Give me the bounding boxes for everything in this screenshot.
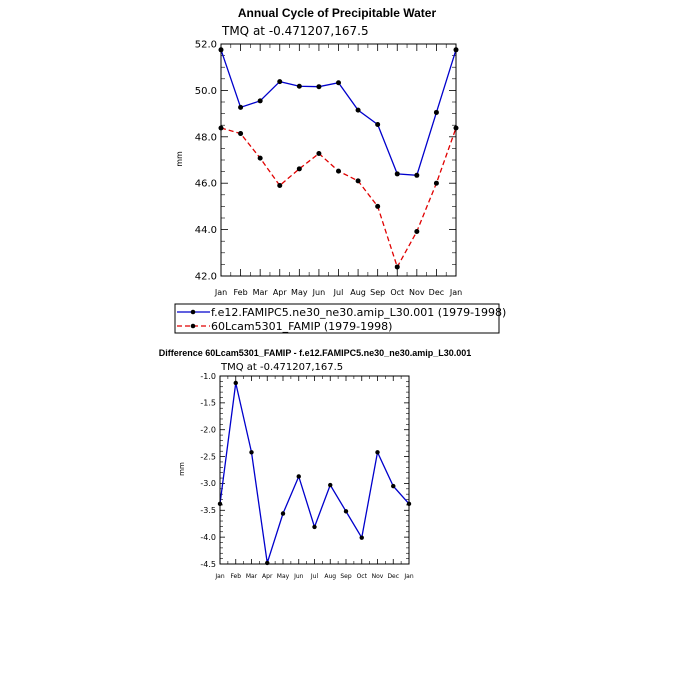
y-tick-label: 48.0 (195, 132, 217, 143)
data-point (238, 104, 244, 110)
y-tick-label: -2.5 (200, 452, 216, 461)
data-point (277, 183, 283, 189)
x-tick-label: May (277, 573, 290, 580)
chart2-title: Difference 60Lcam5301_FAMIP - f.e12.FAMI… (159, 348, 472, 358)
data-point (233, 380, 238, 386)
data-point (391, 483, 396, 489)
data-point (336, 80, 341, 86)
data-point (257, 98, 263, 104)
series-line-1 (219, 382, 410, 564)
x-tick-label: Dec (387, 573, 399, 580)
chart1-subtitle: TMQ at -0.471207,167.5 (221, 24, 369, 38)
x-tick-label: Sep (340, 573, 352, 580)
x-tick-label: Mar (246, 573, 258, 580)
chart2-subtitle: TMQ at -0.471207,167.5 (220, 362, 343, 373)
y-tick-label: -4.0 (200, 533, 216, 542)
x-tick-label: Sep (370, 288, 385, 297)
difference-chart: Difference 60Lcam5301_FAMIP - f.e12.FAMI… (159, 348, 472, 580)
chart2-x-axis: Jan Feb Mar Apr May Jun Jul Aug Sep Oct Nov Dec Jan (214, 376, 414, 580)
y-tick-label: -3.5 (200, 506, 216, 515)
y-tick-label: 44.0 (195, 225, 217, 236)
x-tick-label: Apr (273, 288, 288, 297)
data-point (433, 109, 439, 115)
data-point (296, 83, 302, 89)
x-tick-label: Jul (310, 573, 319, 580)
x-tick-label: Jan (449, 288, 462, 297)
data-point (343, 509, 349, 514)
x-tick-label: Jan (214, 573, 224, 580)
y-tick-label: -1.5 (200, 399, 216, 408)
data-point (414, 228, 420, 234)
chart2-plot-frame (219, 375, 410, 565)
data-point (277, 79, 283, 85)
chart2-series (217, 380, 412, 566)
legend-box (174, 303, 500, 334)
chart1-title: Annual Cycle of Precipitable Water (238, 6, 437, 20)
y-tick-label: -2.0 (200, 426, 216, 435)
data-point (280, 511, 286, 516)
data-point (316, 151, 322, 157)
data-point (296, 166, 302, 172)
x-tick-label: Jan (214, 288, 227, 297)
chart1-y-axis: 42.0 44.0 46.0 48.0 50.0 52.0 (195, 40, 456, 283)
data-point (375, 203, 381, 209)
legend-label-model-b: 60Lcam5301_FAMIP (1979-1998) (211, 320, 392, 333)
legend-marker-model-b (190, 323, 196, 329)
x-tick-label: Feb (230, 573, 241, 580)
x-tick-label: Mar (253, 288, 269, 297)
x-tick-label: Aug (324, 573, 336, 580)
data-point (394, 171, 400, 177)
data-point (375, 450, 380, 455)
chart1-series (218, 47, 459, 270)
x-tick-label: Jul (333, 288, 344, 297)
y-tick-label: 46.0 (195, 179, 217, 190)
chart1-legend: f.e12.FAMIPC5.ne30_ne30.amip_L30.001 (19… (174, 303, 506, 334)
y-tick-label: -3.0 (200, 479, 216, 488)
data-point (359, 535, 364, 540)
data-point (375, 122, 381, 128)
x-tick-label: Aug (350, 288, 366, 297)
chart2-y-axis: -4.5 -4.0 -3.5 -3.0 -2.5 -2.0 -1.5 -1.0 (200, 372, 409, 569)
series-line-2 (220, 127, 457, 269)
data-point (355, 178, 361, 184)
data-point (336, 168, 341, 174)
legend-marker-model-a (190, 309, 196, 315)
y-tick-label: -4.5 (200, 560, 216, 569)
data-point (433, 180, 439, 186)
series-line-1 (220, 49, 457, 176)
x-tick-label: Jun (293, 573, 304, 580)
legend-label-model-a: f.e12.FAMIPC5.ne30_ne30.amip_L30.001 (19… (211, 306, 506, 319)
y-tick-label: 42.0 (195, 272, 217, 283)
chart2-ylabel: mm (178, 462, 186, 476)
data-point (328, 482, 333, 488)
x-tick-label: Apr (262, 573, 273, 580)
y-tick-label: -1.0 (200, 372, 216, 381)
x-tick-label: Nov (372, 573, 384, 580)
data-point (257, 155, 263, 161)
data-point (316, 84, 322, 90)
chart1-plot-frame (220, 43, 457, 277)
data-point (394, 264, 400, 270)
chart1-ylabel: mm (175, 151, 184, 167)
data-point (296, 474, 301, 479)
x-tick-label: Oct (390, 288, 404, 297)
x-tick-label: Jan (403, 573, 413, 580)
x-tick-label: Feb (233, 288, 247, 297)
y-tick-label: 50.0 (195, 86, 217, 97)
x-tick-label: May (291, 288, 308, 297)
x-tick-label: Oct (357, 573, 368, 580)
x-tick-label: Jun (312, 288, 326, 297)
data-point (355, 107, 361, 113)
x-tick-label: Dec (429, 288, 444, 297)
data-point (414, 172, 420, 178)
data-point (312, 524, 317, 530)
data-point (238, 131, 244, 137)
precipitable-water-chart: Annual Cycle of Precipitable Water TMQ a… (174, 6, 506, 334)
y-tick-label: 52.0 (195, 40, 217, 51)
x-tick-label: Nov (409, 288, 425, 297)
data-point (249, 450, 254, 455)
chart1-x-axis: Jan Feb Mar Apr May Jun Jul Aug Sep Oct Nov Dec Jan (214, 44, 462, 297)
